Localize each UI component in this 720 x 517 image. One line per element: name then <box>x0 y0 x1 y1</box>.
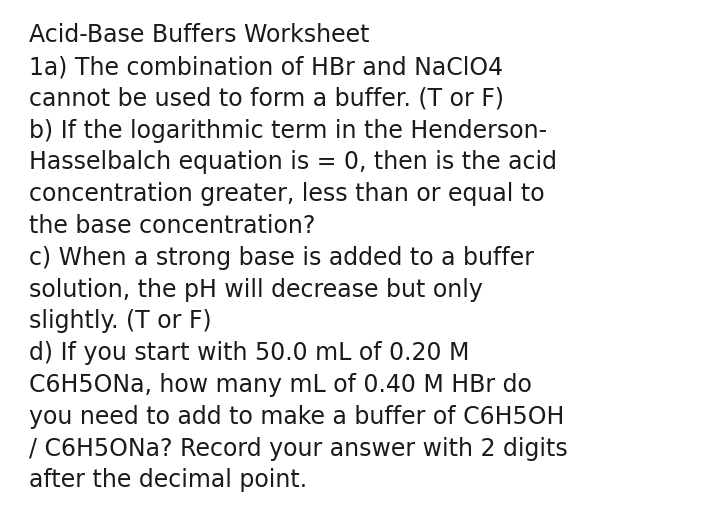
Text: solution, the pH will decrease but only: solution, the pH will decrease but only <box>29 278 482 301</box>
Text: b) If the logarithmic term in the Henderson-: b) If the logarithmic term in the Hender… <box>29 119 547 143</box>
Text: cannot be used to form a buffer. (T or F): cannot be used to form a buffer. (T or F… <box>29 87 504 111</box>
Text: C6H5ONa, how many mL of 0.40 M HBr do: C6H5ONa, how many mL of 0.40 M HBr do <box>29 373 531 397</box>
Text: Hasselbalch equation is = 0, then is the acid: Hasselbalch equation is = 0, then is the… <box>29 150 557 174</box>
Text: / C6H5ONa? Record your answer with 2 digits: / C6H5ONa? Record your answer with 2 dig… <box>29 436 567 461</box>
Text: the base concentration?: the base concentration? <box>29 214 315 238</box>
Text: Acid-Base Buffers Worksheet: Acid-Base Buffers Worksheet <box>29 23 369 47</box>
Text: d) If you start with 50.0 mL of 0.20 M: d) If you start with 50.0 mL of 0.20 M <box>29 341 469 365</box>
Text: 1a) The combination of HBr and NaClO4: 1a) The combination of HBr and NaClO4 <box>29 55 503 79</box>
Text: after the decimal point.: after the decimal point. <box>29 468 307 492</box>
Text: you need to add to make a buffer of C6H5OH: you need to add to make a buffer of C6H5… <box>29 405 564 429</box>
Text: concentration greater, less than or equal to: concentration greater, less than or equa… <box>29 183 544 206</box>
Text: c) When a strong base is added to a buffer: c) When a strong base is added to a buff… <box>29 246 534 270</box>
Text: slightly. (T or F): slightly. (T or F) <box>29 309 212 333</box>
